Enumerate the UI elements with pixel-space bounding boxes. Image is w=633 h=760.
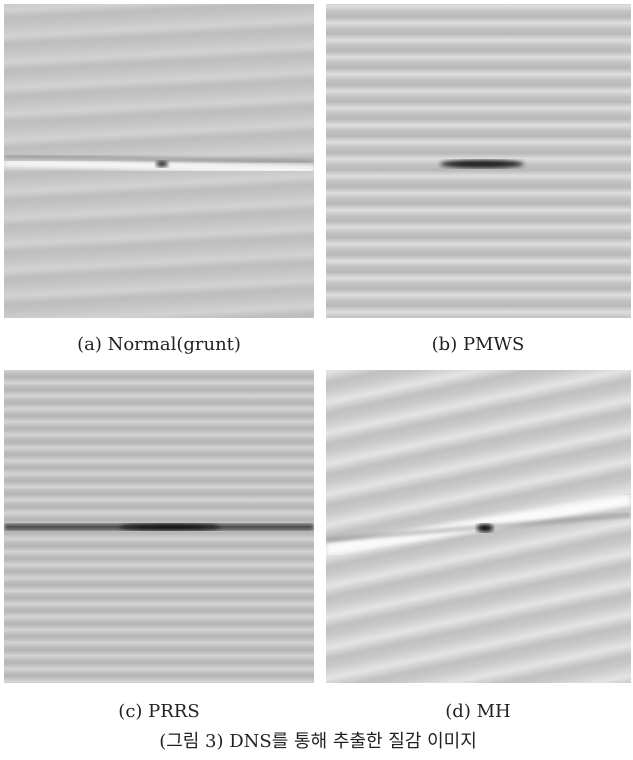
texture-image xyxy=(326,370,631,683)
texture-image xyxy=(326,4,631,318)
figure-caption: (그림 3) DNS를 통해 추출한 질감 이미지 xyxy=(159,731,477,752)
subfigure-label: (c) PRRS xyxy=(118,701,199,722)
subfigure-label: (a) Normal(grunt) xyxy=(77,334,241,355)
texture-image xyxy=(4,370,314,683)
subfigure-label: (b) PMWS xyxy=(432,334,525,355)
subfigure-label: (d) MH xyxy=(445,701,510,722)
texture-image xyxy=(4,4,314,318)
